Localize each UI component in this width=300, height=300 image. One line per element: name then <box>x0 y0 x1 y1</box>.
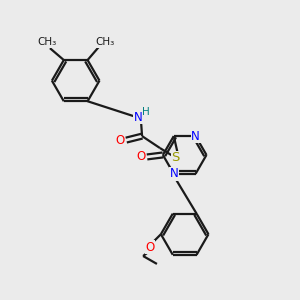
Text: CH₃: CH₃ <box>96 37 115 47</box>
Text: O: O <box>116 134 125 147</box>
Text: H: H <box>142 107 150 117</box>
Text: CH₃: CH₃ <box>37 37 57 47</box>
Text: S: S <box>172 152 180 164</box>
Text: N: N <box>169 167 178 180</box>
Text: N: N <box>134 111 142 124</box>
Text: O: O <box>146 241 154 254</box>
Text: N: N <box>191 130 200 142</box>
Text: O: O <box>136 150 146 164</box>
